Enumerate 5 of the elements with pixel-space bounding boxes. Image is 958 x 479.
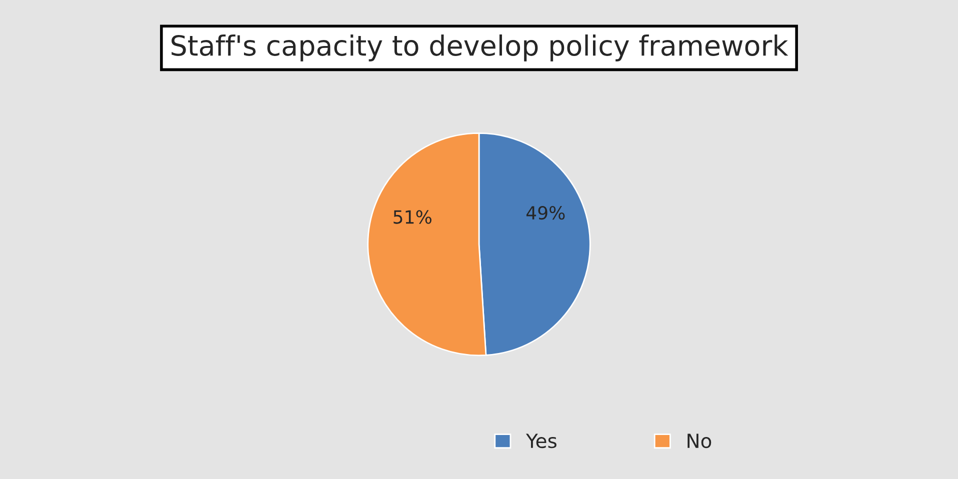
legend-label: Yes xyxy=(526,434,556,448)
chart-title: Staff's capacity to develop policy framework xyxy=(172,34,788,62)
data-label: 51% xyxy=(394,210,432,224)
data-label: 49% xyxy=(526,206,565,220)
legend-label: No xyxy=(688,434,712,448)
